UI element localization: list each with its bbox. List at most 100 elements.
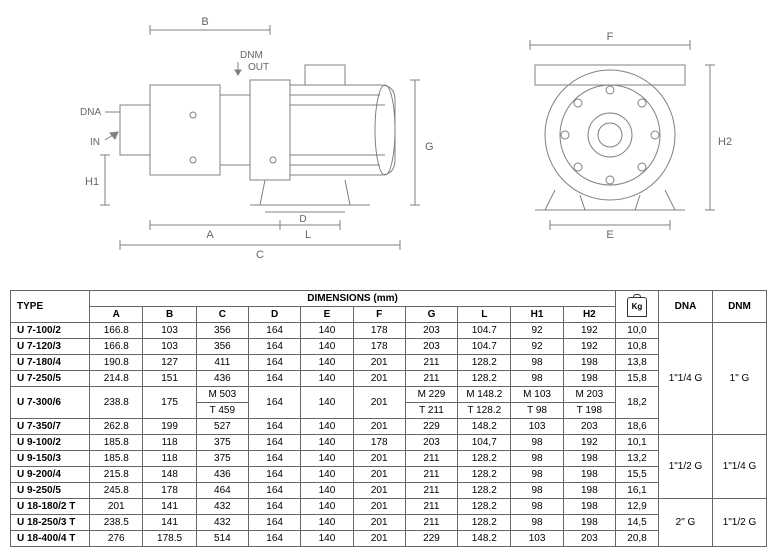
header-col-H2: H2 [563,307,615,323]
cell-A: 185.8 [90,451,143,467]
cell-weight: 15,5 [615,467,658,483]
svg-text:H2: H2 [718,136,732,148]
cell-type: U 7-100/2 [11,323,90,339]
cell-weight: 10,1 [615,435,658,451]
cell-C: 436 [196,467,248,483]
cell-C: 514 [196,531,248,547]
cell-type: U 7-120/3 [11,339,90,355]
cell-B: 103 [143,339,196,355]
cell-H2: 198 [563,515,615,531]
cell-G: 203 [405,323,457,339]
cell-dna: 2" G [659,499,713,547]
cell-F: 201 [353,499,405,515]
cell-type: U 18-400/4 T [11,531,90,547]
header-col-F: F [353,307,405,323]
cell-L: 128.2 [458,515,511,531]
cell-H2: 192 [563,435,615,451]
table-row: U 7-300/6238.8175M 503T 459164140201M 22… [11,387,767,419]
cell-H1: 98 [511,467,563,483]
cell-weight: 13,2 [615,451,658,467]
cell-A: 166.8 [90,323,143,339]
svg-text:L: L [305,229,311,241]
header-col-G: G [405,307,457,323]
header-col-H1: H1 [511,307,563,323]
cell-A: 276 [90,531,143,547]
cell-G: 211 [405,515,457,531]
cell-E: 140 [301,323,353,339]
pump-drawing: B DNM OUT [10,10,767,260]
cell-D: 164 [249,419,301,435]
cell-D: 164 [249,355,301,371]
cell-F: 201 [353,371,405,387]
table-row: U 7-180/4190.8127411164140201211128.2981… [11,355,767,371]
cell-B: 148 [143,467,196,483]
cell-G: 211 [405,467,457,483]
cell-B: 141 [143,499,196,515]
cell-H2: 198 [563,371,615,387]
cell-L: 104.7 [458,323,511,339]
cell-D: 164 [249,451,301,467]
cell-H2: 203 [563,531,615,547]
cell-D: 164 [249,467,301,483]
table-row: U 9-250/5245.8178464164140201211128.2981… [11,483,767,499]
cell-G: 211 [405,483,457,499]
header-col-L: L [458,307,511,323]
cell-F: 178 [353,339,405,355]
cell-C: 375 [196,435,248,451]
cell-F: 201 [353,515,405,531]
cell-dna: 1"1/2 G [659,435,713,499]
cell-D: 164 [249,387,301,419]
cell-G: 203 [405,339,457,355]
cell-D: 164 [249,371,301,387]
cell-H1: 98 [511,451,563,467]
cell-type: U 9-200/4 [11,467,90,483]
cell-type: U 7-180/4 [11,355,90,371]
cell-B: 178.5 [143,531,196,547]
cell-A: 245.8 [90,483,143,499]
header-type: TYPE [11,291,90,323]
cell-A: 190.8 [90,355,143,371]
svg-text:DNM: DNM [240,50,263,61]
cell-weight: 18,2 [615,387,658,419]
cell-A: 215.8 [90,467,143,483]
cell-B: 175 [143,387,196,419]
cell-B: 199 [143,419,196,435]
cell-E: 140 [301,371,353,387]
cell-weight: 13,8 [615,355,658,371]
cell-F: 201 [353,419,405,435]
cell-C: 375 [196,451,248,467]
cell-type: U 9-100/2 [11,435,90,451]
header-col-D: D [249,307,301,323]
cell-H2: 198 [563,451,615,467]
cell-type: U 9-250/5 [11,483,90,499]
cell-E: 140 [301,451,353,467]
cell-E: 140 [301,467,353,483]
cell-L: M 148.2T 128.2 [458,387,511,419]
cell-F: 201 [353,387,405,419]
cell-E: 140 [301,339,353,355]
cell-weight: 18,6 [615,419,658,435]
cell-L: 128.2 [458,371,511,387]
cell-C: 411 [196,355,248,371]
cell-dnm: 1"1/4 G [712,435,766,499]
header-col-C: C [196,307,248,323]
cell-weight: 10,0 [615,323,658,339]
cell-L: 104,7 [458,435,511,451]
svg-text:F: F [607,31,614,43]
cell-C: 356 [196,323,248,339]
cell-H1: 98 [511,355,563,371]
cell-E: 140 [301,419,353,435]
cell-E: 140 [301,531,353,547]
cell-A: 262.8 [90,419,143,435]
cell-C: 527 [196,419,248,435]
cell-C: 432 [196,515,248,531]
cell-L: 128.2 [458,467,511,483]
cell-H1: 98 [511,515,563,531]
cell-H2: 192 [563,323,615,339]
cell-F: 201 [353,467,405,483]
cell-type: U 7-350/7 [11,419,90,435]
cell-H1: 98 [511,483,563,499]
cell-H2: 203 [563,419,615,435]
cell-weight: 16,1 [615,483,658,499]
header-dnm: DNM [712,291,766,323]
